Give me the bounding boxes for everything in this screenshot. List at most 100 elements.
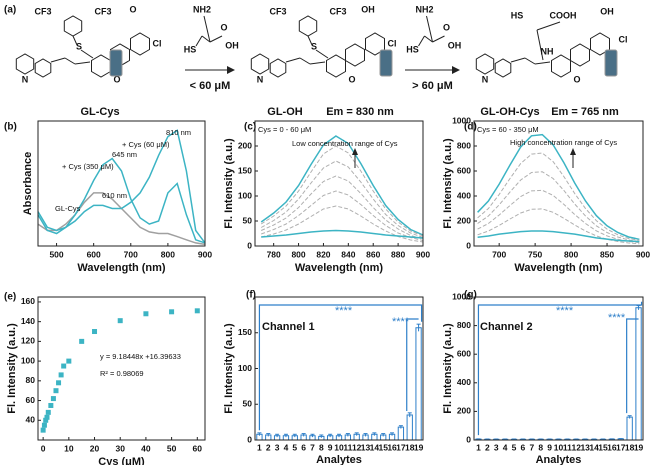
y-tick-label: 40	[26, 415, 36, 425]
bond	[201, 35, 211, 43]
y-axis-label: Fl. Intensity (a.u.)	[442, 323, 454, 414]
y-tick-label: 400	[457, 377, 471, 387]
ring	[345, 43, 365, 67]
arrow-head	[227, 66, 235, 74]
bond	[307, 35, 313, 46]
emission: Em = 765 nm	[551, 106, 619, 118]
x-tick-label: 820	[316, 249, 330, 259]
x-tick-label: 18	[625, 442, 635, 452]
bond	[195, 35, 203, 47]
ring	[326, 54, 346, 78]
x-tick-label: 30	[115, 443, 125, 453]
y-tick-label: 100	[21, 355, 35, 365]
ring	[91, 54, 111, 78]
x-tick-label: 13	[580, 442, 590, 452]
data-point	[48, 402, 54, 408]
vial	[379, 49, 393, 77]
condition: < 60 μM	[190, 80, 231, 92]
x-tick-label: 12	[352, 442, 362, 452]
bond	[524, 57, 536, 65]
x-tick-label: 10	[64, 443, 74, 453]
bond	[536, 29, 544, 61]
x-tick-label: 17	[616, 442, 626, 452]
bond	[64, 57, 76, 65]
y-axis-label: Absorbance	[22, 152, 34, 216]
atom-label: OH	[225, 40, 239, 50]
y-tick-label: 160	[21, 296, 35, 306]
annotation: 645 nm	[112, 150, 137, 159]
ring	[570, 43, 590, 67]
atom-label: Cl	[619, 34, 628, 44]
y-tick-label: 100	[238, 190, 252, 200]
x-tick-label: 700	[492, 249, 506, 259]
atom-label: NH	[541, 46, 554, 56]
y-tick-label: 0	[466, 434, 471, 444]
panel-label: (b)	[4, 122, 17, 133]
data-line	[260, 145, 424, 237]
x-axis-label: Analytes	[316, 454, 362, 465]
data-line	[37, 129, 206, 244]
x-tick-label: 0	[41, 443, 46, 453]
x-tick-label: 14	[370, 442, 380, 452]
x-tick-label: 1	[257, 442, 262, 452]
x-tick-label: 40	[141, 443, 151, 453]
data-line	[477, 133, 640, 241]
atom-label: O	[573, 74, 580, 84]
annotation: 610 nm	[102, 191, 127, 200]
y-tick-label: 1000	[452, 115, 471, 125]
vial	[604, 49, 618, 77]
data-point	[43, 417, 49, 423]
plot-frame	[37, 120, 206, 247]
x-tick-label: 19	[414, 442, 424, 452]
data-line	[261, 190, 424, 241]
bond	[536, 21, 561, 31]
x-tick-label: 500	[49, 249, 63, 259]
x-tick-label: 4	[284, 442, 289, 452]
annotation: ****	[556, 305, 574, 317]
annotation: Cys = 60 - 350 μM	[477, 125, 539, 134]
panel-label: (d)	[464, 122, 477, 133]
bond	[72, 35, 78, 46]
x-tick-label: 12	[572, 442, 582, 452]
emission: Em = 830 nm	[326, 106, 394, 118]
x-tick-label: 18	[405, 442, 415, 452]
data-point	[58, 372, 64, 378]
x-tick-label: 3	[494, 442, 499, 452]
y-tick-label: 140	[21, 316, 35, 326]
atom-label: N	[257, 74, 264, 84]
data-line	[260, 175, 424, 240]
x-tick-label: 750	[528, 249, 542, 259]
data-point	[194, 308, 200, 314]
y-tick-label: 200	[457, 406, 471, 416]
atom-label: N	[482, 74, 489, 84]
atom-label: O	[443, 22, 450, 32]
atom-label: OH	[600, 6, 614, 16]
data-point	[61, 363, 67, 369]
panel-label: (c)	[244, 122, 256, 133]
plot-frame	[254, 296, 424, 441]
bond	[74, 61, 91, 65]
y-tick-label: 0	[247, 434, 252, 444]
y-tick-label: 800	[457, 320, 471, 330]
atom-label: OH	[448, 40, 462, 50]
x-tick-label: 860	[366, 249, 380, 259]
annotation: Low concentration range of Cys	[292, 139, 398, 148]
data-point	[92, 329, 98, 335]
x-tick-label: 6	[301, 442, 306, 452]
bond	[426, 15, 433, 43]
atom-label: S	[76, 41, 82, 51]
compound-name: GL-Cys	[80, 106, 119, 118]
y-tick-label: 200	[238, 140, 252, 150]
y-tick-label: 400	[457, 190, 471, 200]
y-tick-label: 120	[21, 336, 35, 346]
data-point	[169, 309, 175, 315]
x-tick-label: 880	[391, 249, 405, 259]
x-tick-label: 11	[343, 442, 352, 452]
y-tick-label: 600	[457, 348, 471, 358]
data-point	[143, 311, 149, 317]
annotation: Cys = 0 - 60 μM	[258, 125, 311, 134]
bond	[285, 57, 301, 63]
bond	[209, 35, 223, 43]
annotation: GL-Cys	[55, 204, 81, 213]
